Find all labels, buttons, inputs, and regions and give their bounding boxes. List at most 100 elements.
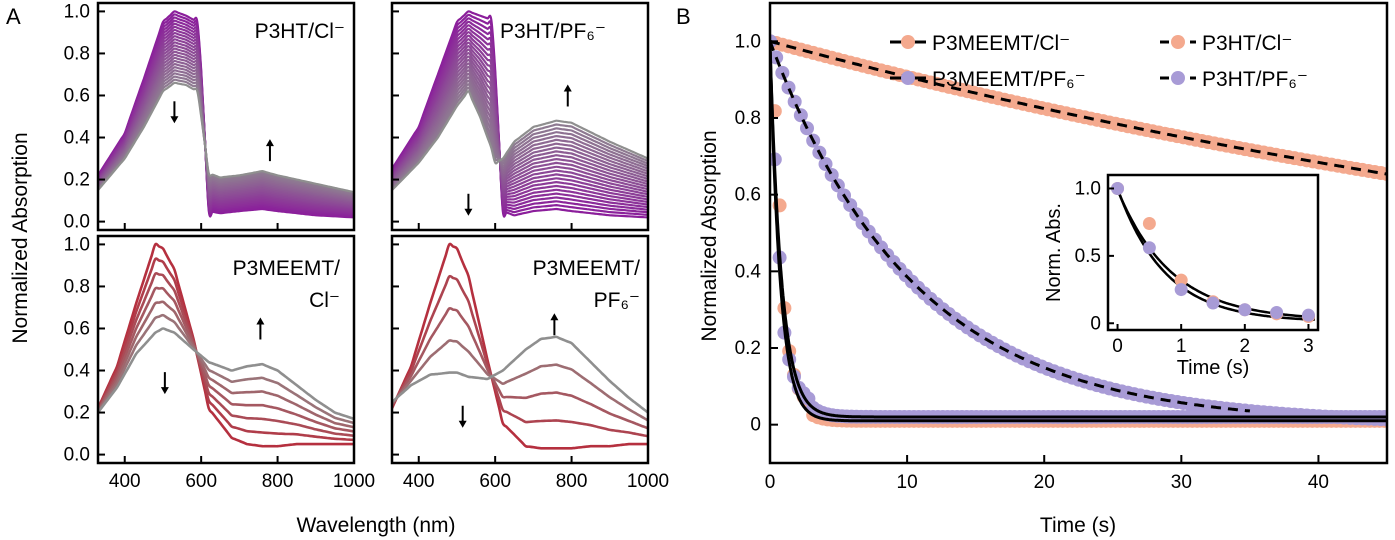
inset-y-tick-label: 1.0 xyxy=(1075,178,1101,199)
x-tick-label: 800 xyxy=(556,471,588,492)
spectrum-curve xyxy=(392,274,648,438)
x-tick-label: 10 xyxy=(897,472,918,493)
subplot-label: P3MEEMT/ xyxy=(533,257,641,280)
change-arrow-head xyxy=(256,317,265,325)
x-tick-label: 800 xyxy=(262,471,294,492)
spectrum-curve xyxy=(392,41,648,196)
subplot-frame xyxy=(390,234,650,465)
spectrum-curve xyxy=(392,306,648,430)
subplot-2: P3HT/PF₆⁻ xyxy=(390,1,650,232)
y-tick-label: 0.4 xyxy=(735,261,762,282)
spectrum-curve xyxy=(98,313,354,425)
inset-data-point xyxy=(1301,308,1315,322)
change-arrow-head xyxy=(464,208,473,216)
spectrum-curve xyxy=(98,257,354,442)
subplot-3: 400 600 800 1000 0.0 0.2 0.4 0.6 0.8 1.0 P3MEEMT/C… xyxy=(64,234,376,492)
spectrum-curve xyxy=(392,44,648,193)
main-data xyxy=(770,34,1387,428)
inset-data-point xyxy=(1270,305,1284,319)
spectrum-curve xyxy=(392,242,648,450)
spectrum-curve xyxy=(392,55,648,186)
spectrum-curve xyxy=(392,83,648,189)
spectrum-curve xyxy=(392,90,648,191)
legend-label: P3MEEMT/PF₆⁻ xyxy=(932,68,1086,91)
spectra-group xyxy=(392,10,648,219)
inset-xlabel: Time (s) xyxy=(1177,357,1250,379)
inset-data-point xyxy=(1111,181,1125,195)
x-tick-label: 30 xyxy=(1171,472,1192,493)
fit-line-4 xyxy=(770,40,1251,413)
subplot-label: PF₆⁻ xyxy=(594,289,640,312)
data-point xyxy=(787,94,802,109)
panel-b-ylabel: Normalized Absorption xyxy=(698,130,721,341)
subplot-label: P3HT/Cl⁻ xyxy=(255,20,345,43)
panel-a-ylabel: Normalized Absorption xyxy=(9,132,32,343)
change-arrow-head xyxy=(550,313,559,321)
change-arrow-head xyxy=(170,116,179,124)
data-point xyxy=(1380,167,1387,182)
fit-line-2 xyxy=(770,39,1387,176)
data-point xyxy=(781,80,796,95)
subplot-1: 0.0 0.2 0.4 0.6 0.8 1.0 P3HT/Cl⁻ xyxy=(64,1,356,233)
y-tick-label: 0.0 xyxy=(64,212,90,233)
x-tick-label: 1000 xyxy=(627,471,669,492)
inset-y-tick-label: 0.5 xyxy=(1075,246,1101,267)
inset-plot: 0 1 2 3 0 0.5 1.0 Time (s) Norm. Abs. xyxy=(1043,173,1320,379)
inset-data-point xyxy=(1174,283,1188,297)
fit-line-1 xyxy=(770,41,1387,423)
x-tick-label: 40 xyxy=(1308,472,1329,493)
panel-a-subplots: 0.0 0.2 0.4 0.6 0.8 1.0 P3HT/Cl⁻ P3HT/PF₆⁻ 400 60… xyxy=(64,1,670,492)
y-tick-label: 0.4 xyxy=(64,361,91,382)
subplot-4: 400 600 800 1000 P3MEEMT/PF₆⁻ xyxy=(390,234,669,492)
y-tick-label: 0 xyxy=(750,415,761,436)
y-tick-label: 0.4 xyxy=(64,128,91,149)
data-point xyxy=(775,65,790,80)
legend-label: P3HT/PF₆⁻ xyxy=(1202,68,1308,91)
spectrum-curve xyxy=(392,52,648,188)
legend-label: P3HT/Cl⁻ xyxy=(1202,32,1292,55)
inset-x-tick-label: 0 xyxy=(1112,336,1123,357)
legend-marker xyxy=(1171,71,1185,85)
subplot-frame xyxy=(390,1,650,232)
spectra-group xyxy=(98,242,354,448)
change-arrow-head xyxy=(458,420,467,428)
fit-line-3 xyxy=(770,45,1387,419)
change-arrow-head xyxy=(265,139,274,147)
spectrum-curve xyxy=(392,62,648,184)
spectra-group xyxy=(98,10,354,219)
inset-data-point xyxy=(1142,217,1156,231)
spectrum-curve xyxy=(392,79,648,189)
panel-b-letter: B xyxy=(676,4,691,29)
change-arrow-head xyxy=(160,387,169,395)
y-tick-label: 1.0 xyxy=(64,234,90,255)
spectrum-curve xyxy=(98,327,354,421)
inset-ylabel: Norm. Abs. xyxy=(1043,203,1065,302)
inset-data-point xyxy=(1206,296,1220,310)
inset-data xyxy=(1111,181,1316,324)
spectrum-curve xyxy=(392,72,648,187)
x-tick-label: 600 xyxy=(479,471,511,492)
spectrum-curve xyxy=(392,335,648,414)
spectrum-curve xyxy=(392,58,648,183)
inset-data-point xyxy=(1142,241,1156,255)
x-tick-label: 20 xyxy=(1034,472,1055,493)
inset-x-tick-label: 1 xyxy=(1176,336,1187,357)
subplot-frame xyxy=(96,1,356,232)
inset-frame xyxy=(1106,173,1320,332)
y-tick-label: 1.0 xyxy=(735,31,761,52)
subplot-label: P3HT/PF₆⁻ xyxy=(500,20,606,43)
spectrum-curve xyxy=(392,339,648,422)
y-tick-label: 0.8 xyxy=(735,108,761,129)
x-tick-label: 400 xyxy=(403,471,435,492)
subplot-label: P3MEEMT/ xyxy=(233,257,341,280)
spectrum-curve xyxy=(392,76,648,188)
inset-y-tick-label: 0 xyxy=(1090,313,1101,334)
spectra-group xyxy=(392,242,648,450)
data-point xyxy=(793,108,808,123)
spectrum-curve xyxy=(98,242,354,448)
inset-x-tick-label: 2 xyxy=(1240,336,1251,357)
spectrum-curve xyxy=(392,69,648,186)
